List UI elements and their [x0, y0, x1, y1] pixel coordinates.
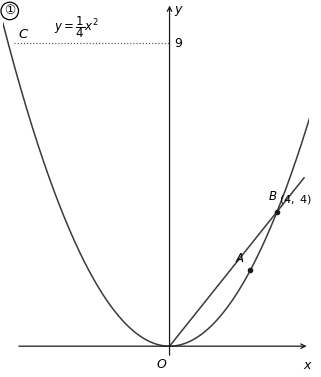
Text: $(4,\ 4)$: $(4,\ 4)$: [279, 193, 313, 207]
Text: ①: ①: [4, 5, 15, 17]
Text: $y$: $y$: [174, 5, 184, 18]
Text: $y = \dfrac{1}{4}x^2$: $y = \dfrac{1}{4}x^2$: [54, 15, 99, 40]
Text: $B$: $B$: [268, 190, 277, 203]
Text: $A$: $A$: [235, 252, 245, 265]
Text: $x$: $x$: [303, 359, 313, 372]
Text: $C$: $C$: [18, 29, 29, 41]
Text: $9$: $9$: [174, 37, 183, 50]
Text: $O$: $O$: [156, 358, 168, 371]
